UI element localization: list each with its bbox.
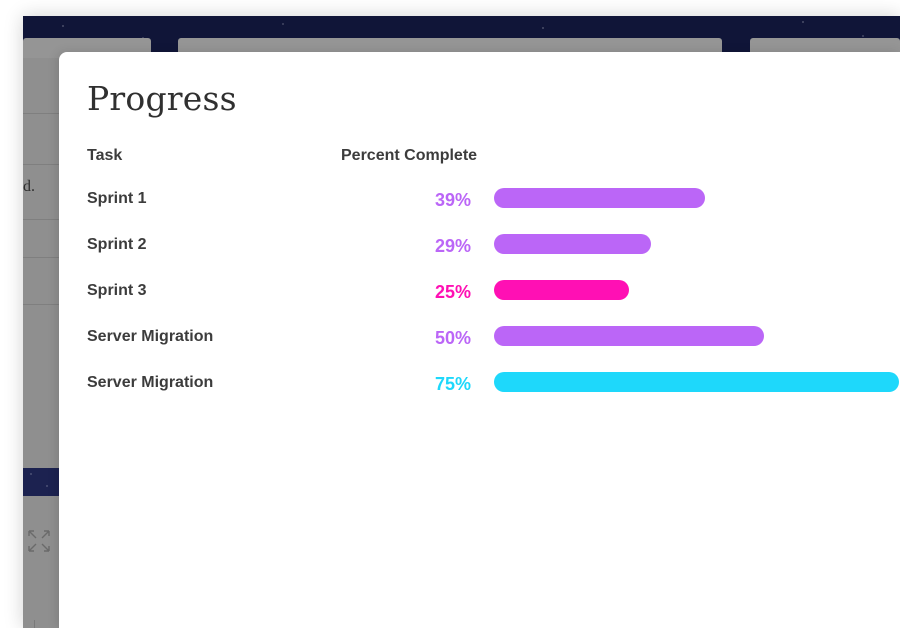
progress-row: Sprint 2 29% [59,234,900,264]
task-name: Sprint 1 [87,190,147,207]
background-banner-strip [23,468,63,496]
task-name: Server Migration [87,374,214,391]
percent-label: 75% [434,374,471,394]
progress-modal: Progress Task Percent Complete Sprint 1 … [59,52,900,628]
progress-track [494,326,900,346]
percent-label: 25% [434,282,471,302]
progress-track [494,234,900,254]
progress-bar [494,326,764,346]
background-divider [23,304,59,305]
progress-track [494,188,900,208]
column-header-task: Task [87,147,123,164]
percent-label: 39% [434,190,471,210]
background-divider [34,620,35,628]
progress-bar [494,372,899,392]
modal-title: Progress [87,79,237,118]
background-divider [23,164,59,165]
progress-bar [494,280,629,300]
progress-track [494,372,900,392]
task-name: Server Migration [87,328,214,345]
background-partial-text: d. [23,178,35,195]
progress-bar [494,188,705,208]
percent-label: 29% [434,236,471,256]
background-divider [23,219,59,220]
progress-row: Server Migration 75% [59,372,900,402]
percent-label: 50% [434,328,471,348]
progress-row: Sprint 3 25% [59,280,900,310]
column-header-percent: Percent Complete [341,147,478,164]
task-name: Sprint 2 [87,236,147,253]
progress-bar [494,234,651,254]
task-name: Sprint 3 [87,282,147,299]
expand-icon[interactable] [26,528,52,554]
background-divider [23,113,59,114]
background-divider [23,257,59,258]
progress-row: Server Migration 50% [59,326,900,356]
progress-track [494,280,900,300]
progress-row: Sprint 1 39% [59,188,900,218]
